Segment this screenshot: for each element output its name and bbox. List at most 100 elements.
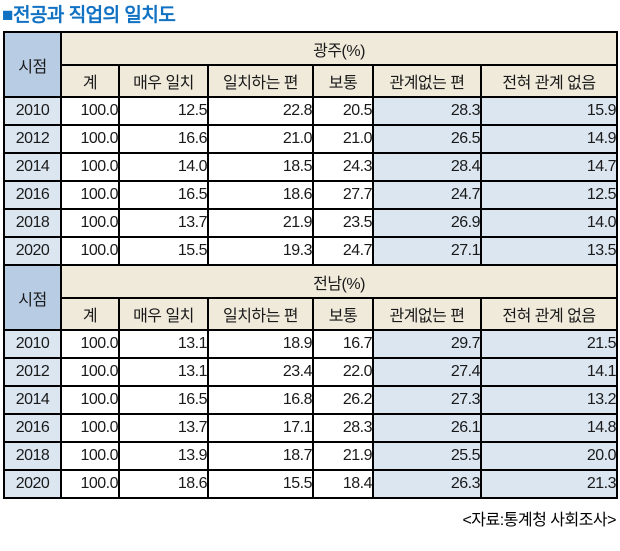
value-cell: 100.0 xyxy=(60,208,120,238)
value-cell: 18.5 xyxy=(207,152,314,182)
value-cell: 21.9 xyxy=(207,208,314,238)
value-cell: 22.8 xyxy=(207,96,314,126)
table-row: 2020 100.0 18.6 15.5 18.4 26.3 21.3 xyxy=(3,469,619,499)
table-row: 2010 100.0 12.5 22.8 20.5 28.3 15.9 xyxy=(3,96,619,126)
value-cell: 25.5 xyxy=(372,441,482,471)
row-header-label: 시점 xyxy=(3,31,62,98)
region-header: 전남(%) xyxy=(59,264,619,299)
year-cell: 2012 xyxy=(3,124,62,154)
value-cell: 22.0 xyxy=(312,357,374,387)
page-title: ■전공과 직업의 일치도 xyxy=(2,5,176,26)
value-cell: 19.3 xyxy=(207,236,314,266)
value-cell: 21.0 xyxy=(312,124,374,154)
table-row: 2018 100.0 13.7 21.9 23.5 26.9 14.0 xyxy=(3,208,619,238)
value-cell: 26.9 xyxy=(372,208,482,238)
value-cell: 100.0 xyxy=(60,152,120,182)
value-cell: 16.8 xyxy=(207,385,314,415)
value-cell: 26.1 xyxy=(372,413,482,443)
table-row: 2016 100.0 13.7 17.1 28.3 26.1 14.8 xyxy=(3,413,619,443)
value-cell: 100.0 xyxy=(60,357,120,387)
table-row: 2018 100.0 13.9 18.7 21.9 25.5 20.0 xyxy=(3,441,619,471)
column-header: 계 xyxy=(60,297,120,331)
value-cell: 100.0 xyxy=(60,124,120,154)
value-cell: 16.6 xyxy=(118,124,209,154)
value-cell: 26.2 xyxy=(312,385,374,415)
table-row: 2010 100.0 13.1 18.9 16.7 29.7 21.5 xyxy=(3,329,619,359)
column-header: 일치하는 편 xyxy=(207,64,314,98)
value-cell: 18.7 xyxy=(207,441,314,471)
value-cell: 100.0 xyxy=(60,441,120,471)
value-cell: 12.5 xyxy=(479,180,619,210)
value-cell: 13.1 xyxy=(118,329,209,359)
table-row: 2012 100.0 13.1 23.4 22.0 27.4 14.1 xyxy=(3,357,619,387)
value-cell: 13.9 xyxy=(118,441,209,471)
row-header-label: 시점 xyxy=(3,264,62,331)
section-header-row: 시점 전남(%) xyxy=(3,264,619,331)
year-cell: 2020 xyxy=(3,469,62,499)
year-cell: 2020 xyxy=(3,236,62,266)
value-cell: 13.2 xyxy=(479,385,619,415)
value-cell: 21.9 xyxy=(312,441,374,471)
value-cell: 28.3 xyxy=(312,413,374,443)
value-cell: 17.1 xyxy=(207,413,314,443)
column-header: 보통 xyxy=(312,297,374,331)
value-cell: 100.0 xyxy=(60,329,120,359)
value-cell: 14.0 xyxy=(479,208,619,238)
value-cell: 16.5 xyxy=(118,180,209,210)
column-header: 매우 일치 xyxy=(118,64,209,98)
year-cell: 2014 xyxy=(3,152,62,182)
value-cell: 100.0 xyxy=(60,413,120,443)
value-cell: 26.5 xyxy=(372,124,482,154)
year-cell: 2010 xyxy=(3,329,62,359)
column-header: 전혀 관계 없음 xyxy=(479,64,619,98)
value-cell: 21.3 xyxy=(479,469,619,499)
value-cell: 18.9 xyxy=(207,329,314,359)
year-cell: 2010 xyxy=(3,96,62,126)
value-cell: 28.3 xyxy=(372,96,482,126)
value-cell: 15.9 xyxy=(479,96,619,126)
table-row: 2016 100.0 16.5 18.6 27.7 24.7 12.5 xyxy=(3,180,619,210)
value-cell: 24.3 xyxy=(312,152,374,182)
value-cell: 100.0 xyxy=(60,180,120,210)
value-cell: 27.4 xyxy=(372,357,482,387)
value-cell: 21.5 xyxy=(479,329,619,359)
value-cell: 20.5 xyxy=(312,96,374,126)
value-cell: 13.1 xyxy=(118,357,209,387)
year-cell: 2018 xyxy=(3,208,62,238)
value-cell: 26.3 xyxy=(372,469,482,499)
value-cell: 13.7 xyxy=(118,413,209,443)
value-cell: 13.5 xyxy=(479,236,619,266)
column-header: 전혀 관계 없음 xyxy=(479,297,619,331)
value-cell: 28.4 xyxy=(372,152,482,182)
section-header-row: 시점 광주(%) xyxy=(3,31,619,98)
column-header-row: 계 매우 일치 일치하는 편 보통 관계없는 편 전혀 관계 없음 xyxy=(4,297,619,331)
value-cell: 27.1 xyxy=(372,236,482,266)
value-cell: 12.5 xyxy=(118,96,209,126)
value-cell: 24.7 xyxy=(372,180,482,210)
value-cell: 13.7 xyxy=(118,208,209,238)
column-header: 관계없는 편 xyxy=(372,297,482,331)
value-cell: 18.4 xyxy=(312,469,374,499)
value-cell: 24.7 xyxy=(312,236,374,266)
source-note: <자료:통계청 사회조사> xyxy=(462,512,616,529)
column-header: 보통 xyxy=(312,64,374,98)
year-cell: 2012 xyxy=(3,357,62,387)
value-cell: 18.6 xyxy=(207,180,314,210)
value-cell: 100.0 xyxy=(60,96,120,126)
column-header: 관계없는 편 xyxy=(372,64,482,98)
value-cell: 21.0 xyxy=(207,124,314,154)
table-row: 2014 100.0 16.5 16.8 26.2 27.3 13.2 xyxy=(3,385,619,415)
value-cell: 100.0 xyxy=(60,469,120,499)
value-cell: 27.7 xyxy=(312,180,374,210)
region-header: 광주(%) xyxy=(59,31,619,66)
value-cell: 29.7 xyxy=(372,329,482,359)
value-cell: 23.4 xyxy=(207,357,314,387)
value-cell: 20.0 xyxy=(479,441,619,471)
value-cell: 27.3 xyxy=(372,385,482,415)
value-cell: 23.5 xyxy=(312,208,374,238)
year-cell: 2016 xyxy=(3,180,62,210)
table-row: 2012 100.0 16.6 21.0 21.0 26.5 14.9 xyxy=(3,124,619,154)
value-cell: 18.6 xyxy=(118,469,209,499)
column-header: 매우 일치 xyxy=(118,297,209,331)
